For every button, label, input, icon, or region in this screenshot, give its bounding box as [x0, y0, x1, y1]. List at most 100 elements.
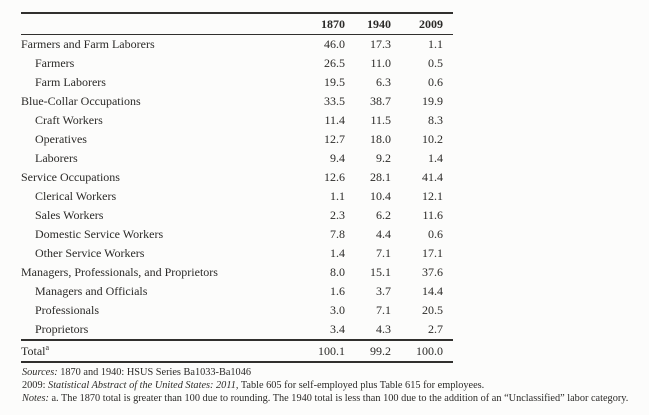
table-row: Farmers 26.5 11.0 0.5 — [21, 54, 453, 73]
table-row: Other Service Workers 1.4 7.1 17.1 — [21, 244, 453, 263]
table-row: Craft Workers 11.4 11.5 8.3 — [21, 111, 453, 130]
row-label: Proprietors — [35, 322, 89, 336]
row-value-1940: 11.0 — [370, 56, 391, 70]
row-label: Clerical Workers — [35, 189, 117, 203]
table-row: Operatives 12.7 18.0 10.2 — [21, 130, 453, 149]
row-value-1940: 4.4 — [376, 227, 391, 241]
row-label: Service Occupations — [21, 170, 120, 184]
table-row: Domestic Service Workers 7.8 4.4 0.6 — [21, 225, 453, 244]
column-header-2009: 2009 — [419, 16, 443, 31]
row-label: Craft Workers — [35, 113, 103, 127]
row-value-1870: 33.5 — [324, 94, 345, 108]
table-row: Proprietors 3.4 4.3 2.7 — [21, 320, 453, 339]
table-total-row: Totala 100.1 99.2 100.0 — [21, 339, 453, 363]
row-value-1940: 6.2 — [376, 208, 391, 222]
table-row: Farmers and Farm Laborers 46.0 17.3 1.1 — [21, 35, 453, 54]
row-label: Domestic Service Workers — [35, 227, 164, 241]
row-label: Managers, Professionals, and Proprietors — [21, 265, 218, 279]
row-value-2009: 19.9 — [422, 94, 443, 108]
table-row: Service Occupations 12.6 28.1 41.4 — [21, 168, 453, 187]
row-value-1870: 46.0 — [324, 37, 345, 51]
row-value-1940: 38.7 — [370, 94, 391, 108]
row-value-2009: 1.4 — [428, 151, 443, 165]
row-value-2009: 1.1 — [428, 37, 443, 51]
row-value-1940: 15.1 — [370, 265, 391, 279]
row-value-1940: 18.0 — [370, 132, 391, 146]
row-value-1940: 17.3 — [370, 37, 391, 51]
row-value-1870: 2.3 — [330, 208, 345, 222]
notes-label: Notes: — [22, 393, 49, 405]
row-value-1940: 6.3 — [376, 75, 391, 89]
row-label: Professionals — [35, 303, 99, 317]
footnote-marker: a — [45, 343, 50, 352]
total-value-2009: 100.0 — [416, 343, 443, 358]
table-row: Sales Workers 2.3 6.2 11.6 — [21, 206, 453, 225]
row-value-2009: 11.6 — [422, 208, 443, 222]
row-value-1870: 7.8 — [330, 227, 345, 241]
row-label: Operatives — [35, 132, 87, 146]
sources-line: Sources: 1870 and 1940: HSUS Series Ba10… — [22, 367, 252, 378]
table-row: Farm Laborers 19.5 6.3 0.6 — [21, 73, 453, 92]
row-value-2009: 20.5 — [422, 303, 443, 317]
row-value-1870: 11.4 — [324, 113, 345, 127]
row-value-2009: 12.1 — [422, 189, 443, 203]
row-value-1940: 7.1 — [376, 246, 391, 260]
total-label: Totala — [21, 343, 50, 358]
row-value-1870: 9.4 — [330, 151, 345, 165]
row-value-1870: 8.0 — [330, 265, 345, 279]
row-value-1940: 3.7 — [376, 284, 391, 298]
total-value-1940: 99.2 — [370, 343, 391, 358]
column-header-1940: 1940 — [367, 16, 391, 31]
row-value-1940: 4.3 — [376, 322, 391, 336]
row-value-1940: 10.4 — [370, 189, 391, 203]
row-value-1870: 1.4 — [330, 246, 345, 260]
sources-line-2: 2009: Statistical Abstract of the United… — [22, 380, 485, 392]
table-row: Clerical Workers 1.1 10.4 12.1 — [21, 187, 453, 206]
row-value-1870: 1.6 — [330, 284, 345, 298]
table-row: Blue-Collar Occupations 33.5 38.7 19.9 — [21, 92, 453, 111]
row-value-1870: 12.6 — [324, 170, 345, 184]
row-label: Farmers — [35, 56, 75, 70]
table-body: Farmers and Farm Laborers 46.0 17.3 1.1 … — [21, 35, 453, 339]
row-value-1870: 19.5 — [324, 75, 345, 89]
sources-label: Sources: — [22, 367, 58, 378]
table-row: Professionals 3.0 7.1 20.5 — [21, 301, 453, 320]
row-value-2009: 17.1 — [422, 246, 443, 260]
row-value-2009: 0.6 — [428, 227, 443, 241]
table-row: Managers and Officials 1.6 3.7 14.4 — [21, 282, 453, 301]
row-value-1870: 26.5 — [324, 56, 345, 70]
total-value-1870: 100.1 — [318, 343, 345, 358]
table-header-row: 1870 1940 2009 — [21, 12, 453, 35]
row-value-2009: 41.4 — [422, 170, 443, 184]
row-value-1870: 12.7 — [324, 132, 345, 146]
row-value-2009: 2.7 — [428, 322, 443, 336]
table-footnotes: Sources: 1870 and 1940: HSUS Series Ba10… — [22, 366, 649, 406]
row-value-2009: 37.6 — [422, 265, 443, 279]
row-label: Farmers and Farm Laborers — [21, 37, 155, 51]
row-value-2009: 8.3 — [428, 113, 443, 127]
row-value-2009: 0.5 — [428, 56, 443, 70]
column-header-1870: 1870 — [321, 16, 345, 31]
table-row: Laborers 9.4 9.2 1.4 — [21, 149, 453, 168]
notes-line: Notes: a. The 1870 total is greater than… — [22, 393, 629, 405]
row-label: Farm Laborers — [35, 75, 106, 89]
row-label: Sales Workers — [35, 208, 104, 222]
row-value-1870: 3.0 — [330, 303, 345, 317]
table-row: Managers, Professionals, and Proprietors… — [21, 263, 453, 282]
cited-work-title: Statistical Abstract of the United State… — [48, 380, 239, 392]
row-value-2009: 10.2 — [422, 132, 443, 146]
occupation-distribution-table: 1870 1940 2009 Farmers and Farm Laborers… — [21, 12, 453, 363]
row-label: Blue-Collar Occupations — [21, 94, 141, 108]
row-value-1940: 28.1 — [370, 170, 391, 184]
row-value-2009: 0.6 — [428, 75, 443, 89]
row-value-1940: 9.2 — [376, 151, 391, 165]
row-value-1940: 7.1 — [376, 303, 391, 317]
row-label: Other Service Workers — [35, 246, 145, 260]
row-value-2009: 14.4 — [422, 284, 443, 298]
row-value-1940: 11.5 — [370, 113, 391, 127]
row-label: Managers and Officials — [35, 284, 148, 298]
row-label: Laborers — [35, 151, 78, 165]
row-value-1870: 3.4 — [330, 322, 345, 336]
row-value-1870: 1.1 — [330, 189, 345, 203]
